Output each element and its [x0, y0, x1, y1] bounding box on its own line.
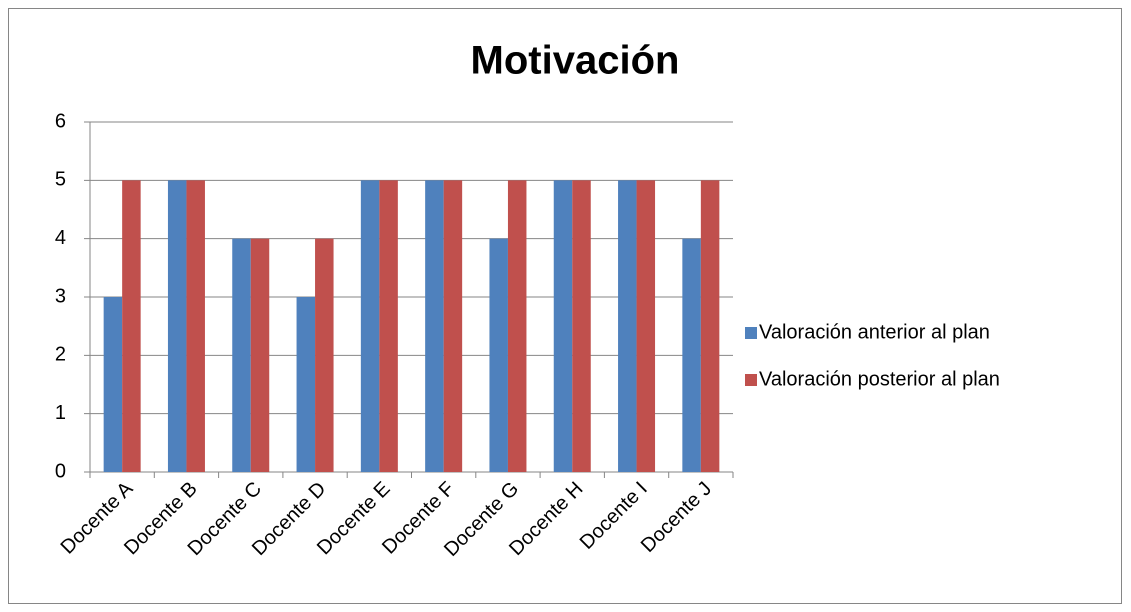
bar [553, 180, 573, 473]
bar [296, 297, 316, 472]
y-tick-label: 5 [55, 169, 66, 191]
bar [250, 238, 270, 472]
bar [103, 297, 123, 472]
y-tick-label: 0 [55, 460, 66, 482]
bar [507, 180, 527, 473]
bar [379, 180, 398, 473]
legend-swatch [745, 327, 757, 339]
bar [700, 180, 720, 473]
bar [489, 238, 508, 472]
bar [443, 180, 463, 473]
bar [636, 180, 656, 473]
y-tick-label: 4 [55, 227, 66, 249]
bar [315, 238, 334, 472]
bar [682, 238, 701, 472]
bar [167, 180, 187, 473]
y-tick-label: 2 [55, 344, 66, 366]
bar [572, 180, 591, 473]
legend-label: Valoración posterior al plan [759, 368, 1000, 390]
legend-label: Valoración anterior al plan [759, 321, 990, 343]
y-tick-label: 6 [55, 110, 66, 132]
bar [618, 180, 637, 473]
bar [425, 180, 444, 473]
bar [360, 180, 380, 473]
bar [186, 180, 205, 473]
y-tick-label: 3 [55, 285, 66, 307]
legend-swatch [745, 374, 757, 386]
y-tick-label: 1 [55, 402, 66, 424]
chart-title: Motivación [471, 39, 680, 83]
bar [122, 180, 141, 473]
bar [232, 238, 251, 472]
